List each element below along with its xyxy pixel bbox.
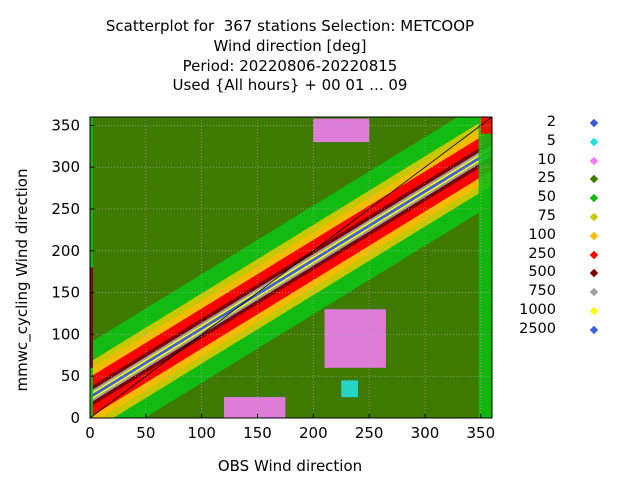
density-cluster-3 bbox=[224, 397, 286, 418]
legend-entry: 750 bbox=[500, 283, 580, 300]
chart-title-line-4: Used {All hours} + 00 01 ... 09 bbox=[172, 76, 408, 94]
y-axis-title: mmwc_cycling Wind direction bbox=[13, 168, 31, 392]
legend-entry: 25 bbox=[500, 170, 580, 187]
density-band-2500 bbox=[90, 148, 492, 399]
chart-title-line-1: Scatterplot for 367 stations Selection: … bbox=[105, 17, 475, 35]
legend-label: 1000 bbox=[519, 302, 556, 318]
legend-entry: 2 bbox=[500, 114, 580, 131]
chart-title-line-3: Period: 20220806-20220815 bbox=[182, 57, 398, 75]
legend-label: 50 bbox=[537, 189, 556, 206]
y-tick-label: 300 bbox=[51, 158, 80, 176]
x-tick-label: 50 bbox=[136, 424, 155, 442]
density-layer bbox=[90, 117, 492, 418]
legend-label: 500 bbox=[528, 264, 556, 281]
legend-entry: 50 bbox=[500, 189, 580, 206]
x-tick-label: 0 bbox=[85, 424, 95, 442]
legend-entry: 2500 bbox=[500, 320, 580, 338]
y-tick-label: 150 bbox=[51, 284, 80, 302]
legend-label: 250 bbox=[528, 245, 556, 262]
legend-label: 2 bbox=[546, 114, 556, 130]
density-cluster-1 bbox=[324, 309, 386, 368]
legend-entry: 1000 bbox=[500, 302, 580, 319]
legend-label: 750 bbox=[528, 283, 556, 300]
legend-label: 2500 bbox=[519, 320, 556, 337]
x-tick-label: 350 bbox=[467, 424, 496, 442]
legend-label: 100 bbox=[528, 226, 556, 243]
plot-frame bbox=[89, 116, 493, 419]
y-tick-label: 250 bbox=[51, 200, 80, 218]
y-tick-label: 0 bbox=[70, 409, 80, 427]
x-axis-title: OBS Wind direction bbox=[217, 457, 363, 475]
legend-entry: 10 bbox=[500, 151, 580, 169]
y-tick-label: 100 bbox=[51, 325, 80, 343]
x-tick-label: 100 bbox=[187, 424, 216, 442]
y-tick-label: 200 bbox=[51, 242, 80, 260]
x-tick-label: 150 bbox=[243, 424, 272, 442]
legend-entry: 75 bbox=[500, 208, 580, 225]
x-tick-label: 300 bbox=[411, 424, 440, 442]
density-cluster-5 bbox=[90, 267, 93, 368]
legend-entry: 250 bbox=[500, 245, 580, 263]
y-tick-label: 50 bbox=[61, 367, 80, 385]
density-cluster-2 bbox=[341, 380, 358, 398]
legend-label: 10 bbox=[537, 151, 556, 168]
legend-entry: 100 bbox=[500, 226, 580, 244]
density-cluster-0 bbox=[313, 118, 370, 143]
reference-line bbox=[90, 117, 492, 418]
y-tick-label: 350 bbox=[51, 116, 80, 134]
legend-entry: 500 bbox=[500, 264, 580, 281]
chart-title-line-2: Wind direction [deg] bbox=[213, 37, 367, 55]
legend-label: 75 bbox=[537, 208, 556, 224]
x-tick-label: 250 bbox=[355, 424, 384, 442]
density-cluster-6 bbox=[478, 117, 492, 418]
legend-label: 5 bbox=[546, 132, 556, 149]
legend-entry: 5 bbox=[500, 132, 580, 150]
x-tick-label: 200 bbox=[299, 424, 328, 442]
legend-label: 25 bbox=[537, 170, 556, 187]
